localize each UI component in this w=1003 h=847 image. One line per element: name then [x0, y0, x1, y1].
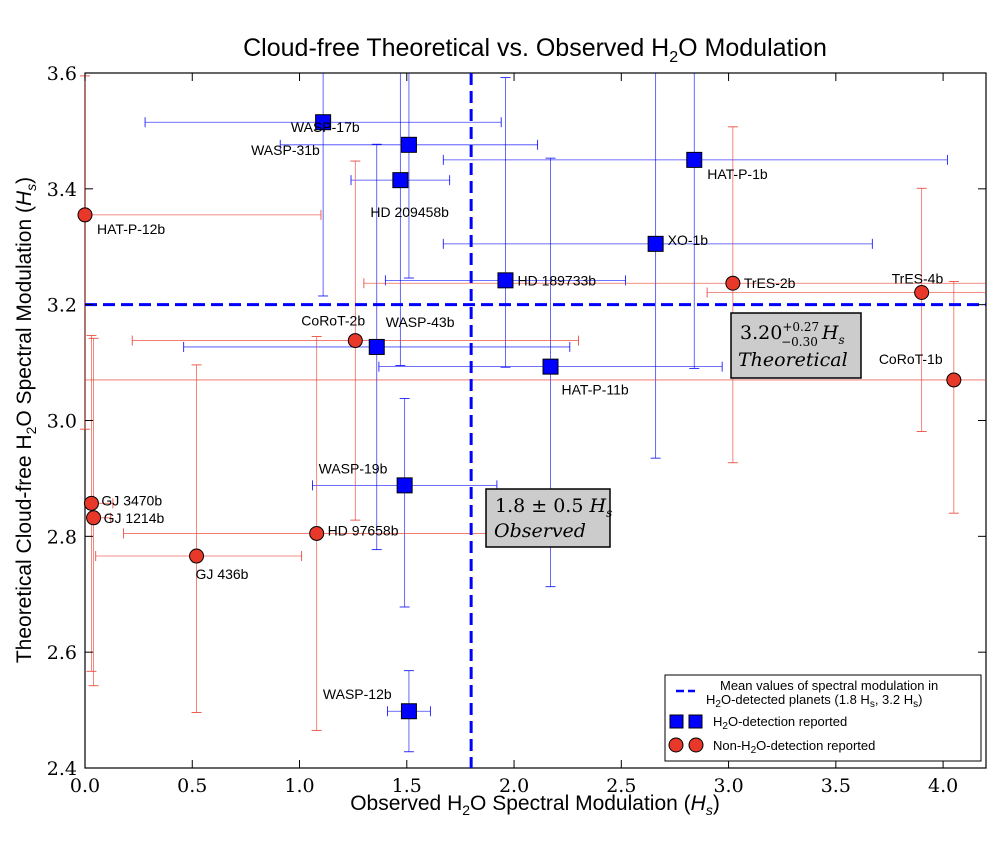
non-detected-point-marker	[946, 372, 962, 388]
legend-circle-swatch-2	[688, 737, 704, 753]
non-detected-point-marker	[83, 495, 99, 511]
non-detected-point-marker	[309, 525, 325, 541]
mean-lines	[85, 73, 986, 768]
non-detected-point-marker	[914, 285, 930, 301]
y-tick-label: 3.2	[47, 295, 77, 317]
y-tick-label: 2.8	[47, 526, 77, 548]
detected-point-marker	[647, 235, 664, 252]
y-tick-label: 3.4	[47, 179, 77, 201]
plot-area	[84, 72, 987, 769]
detected-point-marker	[400, 136, 417, 153]
theoretical-caption: Theoretical	[738, 349, 848, 371]
error-bars	[80, 73, 986, 753]
legend-square-swatch-1	[669, 714, 684, 729]
point-label: WASP-12b	[323, 686, 392, 702]
point-label: CoRoT-2b	[301, 313, 365, 329]
legend-detected-text: H2O-detection reported	[713, 714, 847, 732]
non-detected-point-marker	[347, 333, 363, 349]
point-label: TrES-4b	[892, 271, 944, 287]
point-label: WASP-19b	[319, 460, 388, 476]
observed-annotation: 1.8 ± 0.5 Hs Observed	[485, 488, 612, 548]
detected-point-marker	[686, 151, 703, 168]
y-axis-label: Theoretical Cloud-free H2O Spectral Modu…	[13, 177, 39, 663]
x-tick-label: 0.5	[177, 775, 207, 797]
x-tick-label: 2.0	[499, 775, 529, 797]
detected-point-marker	[392, 172, 409, 189]
y-tick-label: 3.0	[47, 411, 77, 433]
point-label: WASP-31b	[251, 142, 320, 158]
non-detected-point-marker	[86, 510, 102, 526]
point-label: HD 209458b	[370, 204, 449, 220]
point-label: HD 189733b	[517, 272, 596, 288]
x-tick-label: 3.0	[713, 775, 743, 797]
point-label: GJ 436b	[196, 566, 249, 582]
point-label: HAT-P-11b	[562, 382, 629, 398]
x-axis-label: Observed H2O Spectral Modulation (Hs)	[350, 792, 720, 818]
legend: Mean values of spectral modulation in H2…	[664, 674, 982, 762]
point-label: XO-1b	[668, 232, 709, 248]
x-tick-label: 0.0	[70, 775, 100, 797]
detected-point-marker	[315, 114, 332, 131]
non-detected-point-marker	[77, 207, 93, 223]
x-tick-label: 4.0	[928, 775, 958, 797]
detected-point-marker	[400, 703, 417, 720]
markers	[77, 114, 962, 720]
point-label: WASP-43b	[386, 314, 455, 330]
non-detected-point-marker	[189, 548, 205, 564]
point-label: GJ 3470b	[101, 492, 162, 508]
observed-value: 1.8 ± 0.5 Hs	[495, 495, 612, 520]
point-label: WASP-17b	[291, 119, 360, 135]
point-label: TrES-2b	[744, 275, 796, 291]
x-tick-label: 1.0	[284, 775, 314, 797]
non-detected-point-marker	[725, 275, 741, 291]
detected-point-marker	[542, 358, 559, 375]
legend-circle-swatch-1	[668, 737, 684, 753]
legend-square-swatch-2	[688, 714, 703, 729]
y-tick-label: 3.6	[47, 63, 77, 85]
detected-point-marker	[497, 272, 514, 289]
theoretical-value: 3.20+0.27 −0.30 Hs	[740, 320, 845, 349]
detected-point-marker	[396, 477, 413, 494]
x-tick-label: 2.5	[606, 775, 636, 797]
legend-mean-text: Mean values of spectral modulation in H2…	[706, 678, 942, 710]
point-label: HAT-P-1b	[707, 166, 768, 182]
point-label: GJ 1214b	[104, 510, 165, 526]
x-tick-label: 3.5	[821, 775, 851, 797]
x-tick-label: 1.5	[392, 775, 422, 797]
y-tick-label: 2.6	[47, 642, 77, 664]
detected-point-marker	[368, 338, 385, 355]
axis-ticks: 0.0 0.5 1.0 1.5 2.0 2.5 3.0 3.5 4.0 2.4 2.6 2.8 3.0 3…	[47, 63, 986, 797]
y-tick-label: 2.4	[47, 758, 77, 780]
point-label: HAT-P-12b	[97, 221, 165, 237]
observed-caption: Observed	[494, 520, 586, 542]
point-labels: WASP-17b WASP-31b HAT-P-1b HD 209458b XO-1b H…	[97, 119, 943, 702]
point-label: CoRoT-1b	[879, 351, 943, 367]
theoretical-annotation: 3.20+0.27 −0.30 Hs Theoretical	[730, 312, 862, 379]
legend-non-detected-text: Non-H2O-detection reported	[713, 738, 875, 756]
point-label: HD 97658b	[328, 522, 399, 538]
chart-title: Cloud-free Theoretical vs. Observed H2O …	[243, 34, 827, 66]
